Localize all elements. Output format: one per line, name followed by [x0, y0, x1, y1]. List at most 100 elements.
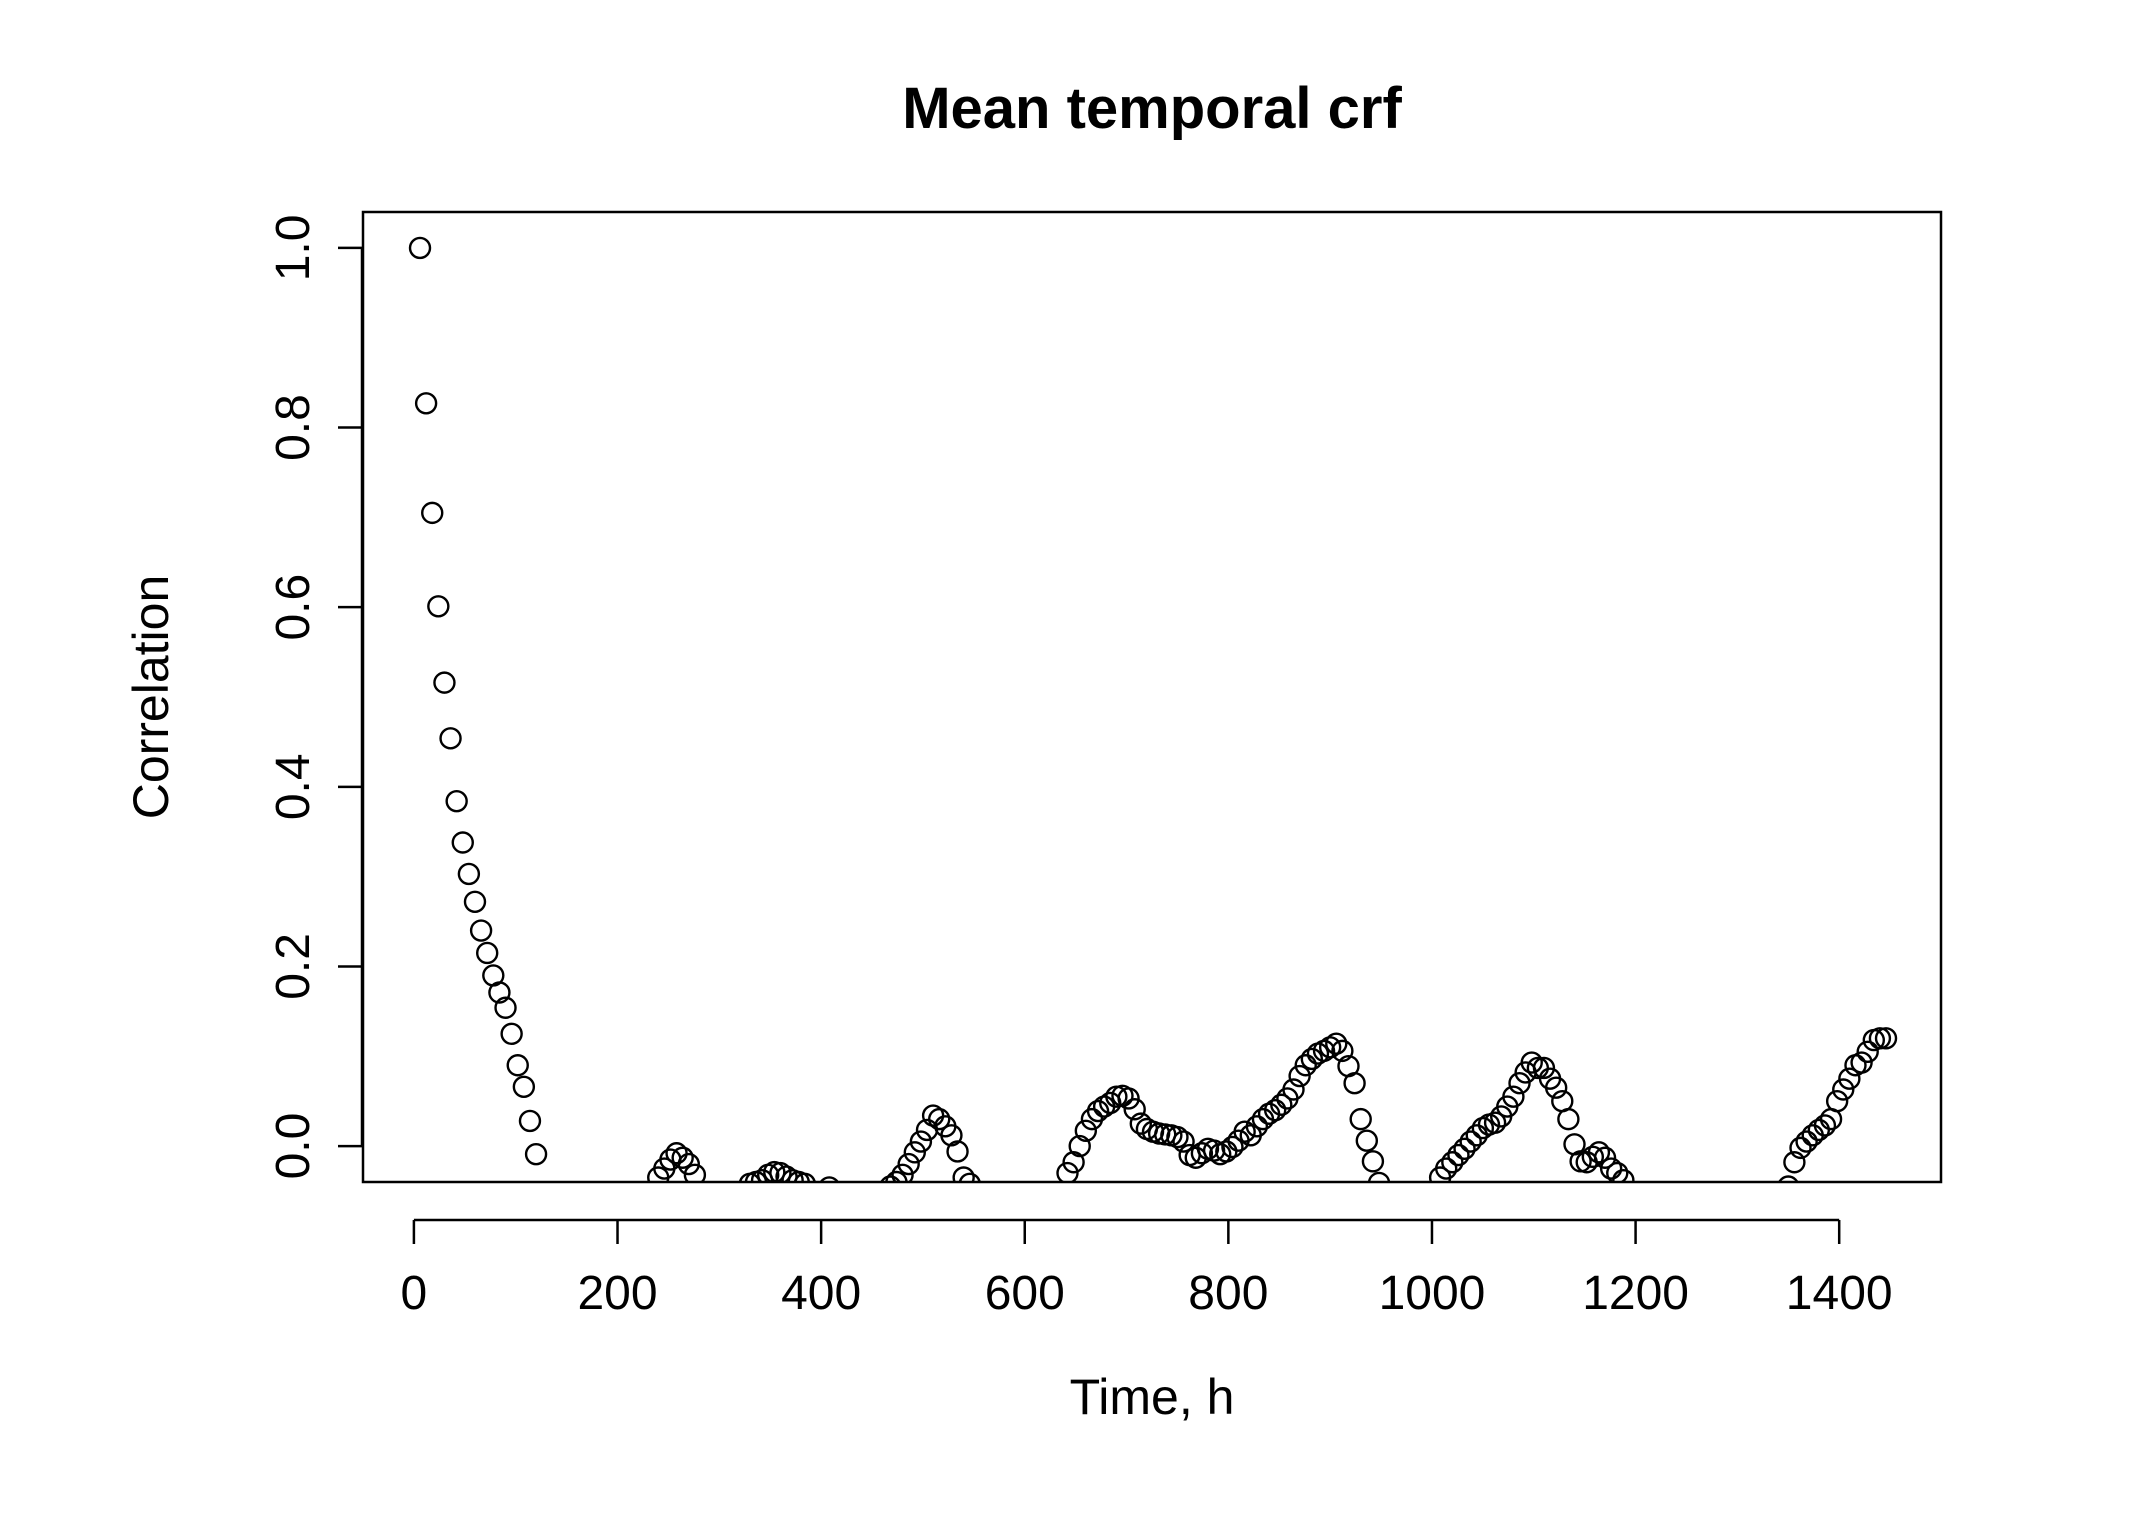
data-point	[1074, 1119, 1098, 1143]
data-point	[1282, 1078, 1305, 1101]
data-points	[408, 236, 1898, 1182]
data-point	[512, 1075, 536, 1098]
data-point	[1361, 1150, 1385, 1173]
data-point	[414, 392, 438, 415]
data-point	[952, 1166, 975, 1182]
data-point	[946, 1140, 969, 1163]
y-tick-label: 0.0	[267, 1113, 320, 1180]
data-point	[1599, 1157, 1623, 1180]
data-point	[787, 1170, 810, 1182]
data-point	[1435, 1157, 1458, 1180]
data-point	[940, 1124, 963, 1147]
x-tick-label: 1000	[1379, 1267, 1486, 1320]
data-point	[1129, 1112, 1153, 1135]
x-tick-label: 1200	[1582, 1267, 1689, 1320]
chart-title: Mean temporal crf	[902, 76, 1402, 141]
data-point	[1508, 1072, 1531, 1095]
data-point	[1581, 1145, 1605, 1169]
data-point	[1263, 1098, 1287, 1122]
data-point	[421, 501, 444, 525]
data-point	[793, 1172, 816, 1182]
y-axis-label: Correlation	[123, 575, 179, 820]
data-point	[819, 1176, 840, 1182]
x-tick-label: 1400	[1786, 1267, 1893, 1320]
data-point	[909, 1130, 933, 1153]
data-point	[781, 1169, 804, 1182]
data-point	[1813, 1114, 1837, 1137]
data-point	[1172, 1130, 1195, 1153]
y-axis: 0.0 0.2 0.4 0.6 0.8 1.0	[267, 215, 364, 1180]
data-point	[1062, 1151, 1085, 1174]
data-point	[1532, 1056, 1556, 1080]
data-point	[1874, 1027, 1898, 1050]
data-point	[457, 862, 481, 886]
data-point	[518, 1109, 542, 1133]
x-axis-label: Time, h	[1070, 1369, 1235, 1425]
x-tick-label: 200	[577, 1267, 657, 1320]
x-axis: 0 200 400 600 800 1000 1200 1400	[401, 1218, 1893, 1320]
data-point	[1447, 1143, 1470, 1167]
y-tick-label: 0.6	[267, 574, 320, 641]
data-point	[1520, 1051, 1543, 1074]
data-point	[1483, 1111, 1507, 1134]
data-point	[1086, 1099, 1110, 1123]
data-point	[1838, 1067, 1861, 1090]
data-point	[1056, 1161, 1079, 1182]
data-point	[1367, 1171, 1391, 1182]
x-tick-label: 600	[985, 1267, 1065, 1320]
data-point	[897, 1152, 920, 1176]
data-point	[1294, 1054, 1317, 1077]
data-point	[476, 941, 499, 965]
data-point	[671, 1146, 694, 1169]
data-point	[1453, 1137, 1476, 1160]
y-tick-label: 1.0	[267, 215, 320, 282]
data-point	[1868, 1027, 1892, 1050]
data-point	[1215, 1140, 1238, 1163]
data-point	[1123, 1098, 1146, 1121]
data-point	[891, 1163, 914, 1182]
data-point	[500, 1022, 523, 1046]
data-point	[1349, 1107, 1372, 1131]
data-point	[1300, 1047, 1324, 1071]
data-point	[451, 831, 474, 854]
plot-frame	[361, 210, 1943, 1184]
data-point	[488, 981, 511, 1004]
data-point	[1068, 1134, 1091, 1158]
data-point	[1587, 1141, 1611, 1164]
data-point	[1606, 1161, 1629, 1182]
data-point	[1288, 1064, 1311, 1088]
x-tick-label: 400	[781, 1267, 861, 1320]
data-point	[506, 1054, 529, 1077]
data-point	[769, 1161, 792, 1182]
data-point	[1557, 1107, 1580, 1131]
data-point	[1856, 1040, 1879, 1063]
data-point	[1783, 1151, 1806, 1174]
data-point	[738, 1172, 761, 1182]
data-point	[763, 1160, 786, 1182]
data-point	[880, 1175, 901, 1182]
data-point	[928, 1107, 951, 1131]
data-point	[1343, 1072, 1366, 1095]
y-tick-label: 0.2	[267, 933, 320, 1000]
data-point	[1544, 1076, 1568, 1099]
data-point	[1850, 1051, 1873, 1074]
data-point	[1190, 1142, 1214, 1165]
data-point	[463, 890, 487, 913]
data-point	[1593, 1146, 1617, 1169]
data-point	[1245, 1115, 1269, 1138]
data-point	[1325, 1032, 1348, 1055]
y-tick-label: 0.8	[267, 394, 320, 461]
data-point	[494, 996, 517, 1019]
data-point	[1441, 1151, 1464, 1174]
data-point	[1502, 1085, 1525, 1108]
data-point	[1459, 1130, 1482, 1153]
data-point	[665, 1142, 688, 1165]
data-point	[1355, 1129, 1379, 1152]
y-tick-label: 0.4	[267, 753, 320, 820]
data-point	[1166, 1125, 1189, 1149]
data-point	[1795, 1130, 1818, 1153]
x-tick-label: 0	[401, 1267, 428, 1320]
data-point	[1612, 1169, 1635, 1182]
